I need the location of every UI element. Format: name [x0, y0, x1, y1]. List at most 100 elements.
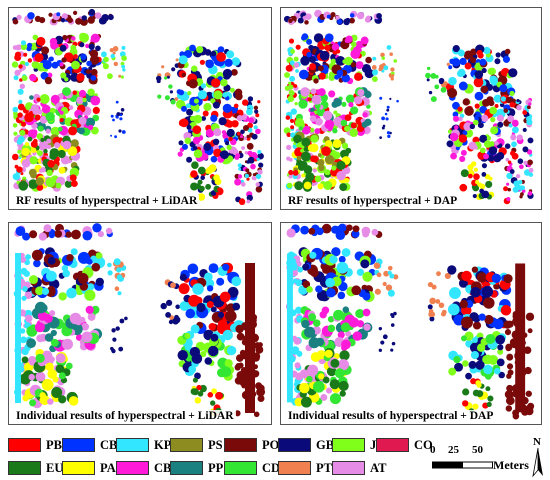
- tree-crown: [252, 173, 256, 177]
- tree-crown: [493, 367, 501, 375]
- tree-crown: [223, 84, 231, 92]
- tree-crown: [204, 49, 212, 56]
- tree-crown: [330, 358, 340, 368]
- tree-crown: [190, 170, 198, 178]
- tree-crown: [291, 270, 298, 277]
- tree-crown: [12, 18, 19, 25]
- tree-crown: [192, 136, 201, 145]
- tree-crown: [226, 144, 232, 151]
- tree-crown: [68, 105, 74, 110]
- tree-crown: [284, 72, 291, 79]
- tree-crown: [314, 128, 321, 135]
- classification-map: [285, 223, 535, 420]
- tree-crown: [186, 124, 192, 130]
- tree-crown: [39, 94, 50, 104]
- tree-crown: [382, 124, 386, 128]
- tree-crown: [521, 189, 526, 193]
- tree-crown: [309, 127, 315, 133]
- tree-crown: [497, 121, 504, 128]
- tree-crown: [308, 93, 313, 98]
- tree-crown: [87, 124, 94, 131]
- tree-crown: [338, 380, 349, 391]
- tree-crown: [304, 20, 309, 25]
- tree-crown: [479, 147, 486, 154]
- tree-crown: [354, 72, 363, 81]
- tree-crown: [71, 180, 78, 188]
- tree-crown: [17, 149, 22, 154]
- tree-crown: [208, 323, 216, 331]
- tree-crown: [472, 403, 479, 410]
- tree-crown: [69, 174, 77, 182]
- tree-crown: [212, 101, 220, 109]
- legend-label: CD: [262, 460, 281, 475]
- tree-crown: [213, 174, 220, 181]
- tree-crown: [29, 399, 37, 407]
- tree-crown: [483, 364, 493, 375]
- tree-crown: [233, 103, 239, 109]
- tree-crown: [475, 360, 485, 370]
- tree-crown: [20, 40, 27, 46]
- tree-crown: [389, 97, 392, 100]
- tree-crown: [21, 121, 27, 127]
- legend-item-pp: PP: [170, 459, 223, 477]
- tree-crown: [207, 392, 214, 398]
- tree-crown: [470, 378, 477, 385]
- tree-crown: [328, 90, 336, 98]
- tree-crown: [181, 72, 186, 78]
- tree-crown: [36, 133, 43, 140]
- tree-crown: [27, 58, 33, 63]
- tree-crown: [79, 42, 85, 48]
- tree-crown: [506, 390, 512, 397]
- tree-crown: [236, 332, 245, 341]
- tree-crown: [113, 258, 121, 266]
- tree-crown: [361, 121, 368, 128]
- tree-crown: [28, 356, 37, 365]
- tree-crown: [485, 180, 493, 188]
- tree-crown: [182, 143, 188, 150]
- tree-crown: [294, 362, 301, 369]
- tree-row: [515, 263, 526, 413]
- tree-crown: [192, 145, 198, 151]
- tree-crown: [484, 173, 491, 180]
- tree-crown: [54, 142, 61, 149]
- tree-crown: [193, 98, 199, 104]
- tree-crown: [232, 302, 241, 311]
- tree-crown: [30, 147, 37, 153]
- tree-crown: [79, 32, 86, 40]
- tree-crown: [497, 348, 504, 355]
- tree-crown: [37, 150, 43, 157]
- tree-crown: [312, 319, 321, 327]
- tree-crown: [231, 69, 238, 76]
- tree-crown: [524, 366, 532, 375]
- tree-crown: [340, 322, 351, 333]
- tree-crown: [19, 129, 26, 136]
- tree-crown: [22, 286, 28, 292]
- tree-crown: [315, 118, 323, 126]
- tree-crown: [294, 306, 303, 314]
- tree-crown: [489, 106, 498, 115]
- tree-crown: [306, 286, 313, 293]
- tree-crown: [221, 130, 227, 135]
- tree-crown: [255, 345, 264, 354]
- tree-crown: [17, 88, 24, 95]
- tree-crown: [341, 101, 347, 107]
- tree-crown: [246, 194, 253, 202]
- tree-crown: [452, 44, 460, 53]
- tree-crown: [51, 387, 63, 398]
- tree-crown: [476, 390, 484, 398]
- tree-crown: [331, 247, 341, 257]
- tree-crown: [297, 17, 304, 24]
- tree-crown: [255, 113, 260, 118]
- tree-crown: [447, 303, 460, 316]
- tree-crown: [236, 115, 243, 122]
- tree-crown: [350, 41, 357, 48]
- tree-crown: [516, 98, 520, 103]
- tree-crown: [330, 58, 337, 65]
- tree-crown: [41, 46, 50, 55]
- tree-crown: [335, 56, 346, 66]
- tree-crown: [78, 116, 87, 125]
- tree-crown: [26, 325, 38, 337]
- tree-crown: [316, 290, 328, 301]
- tree-crown: [318, 373, 325, 380]
- tree-crown: [350, 122, 357, 129]
